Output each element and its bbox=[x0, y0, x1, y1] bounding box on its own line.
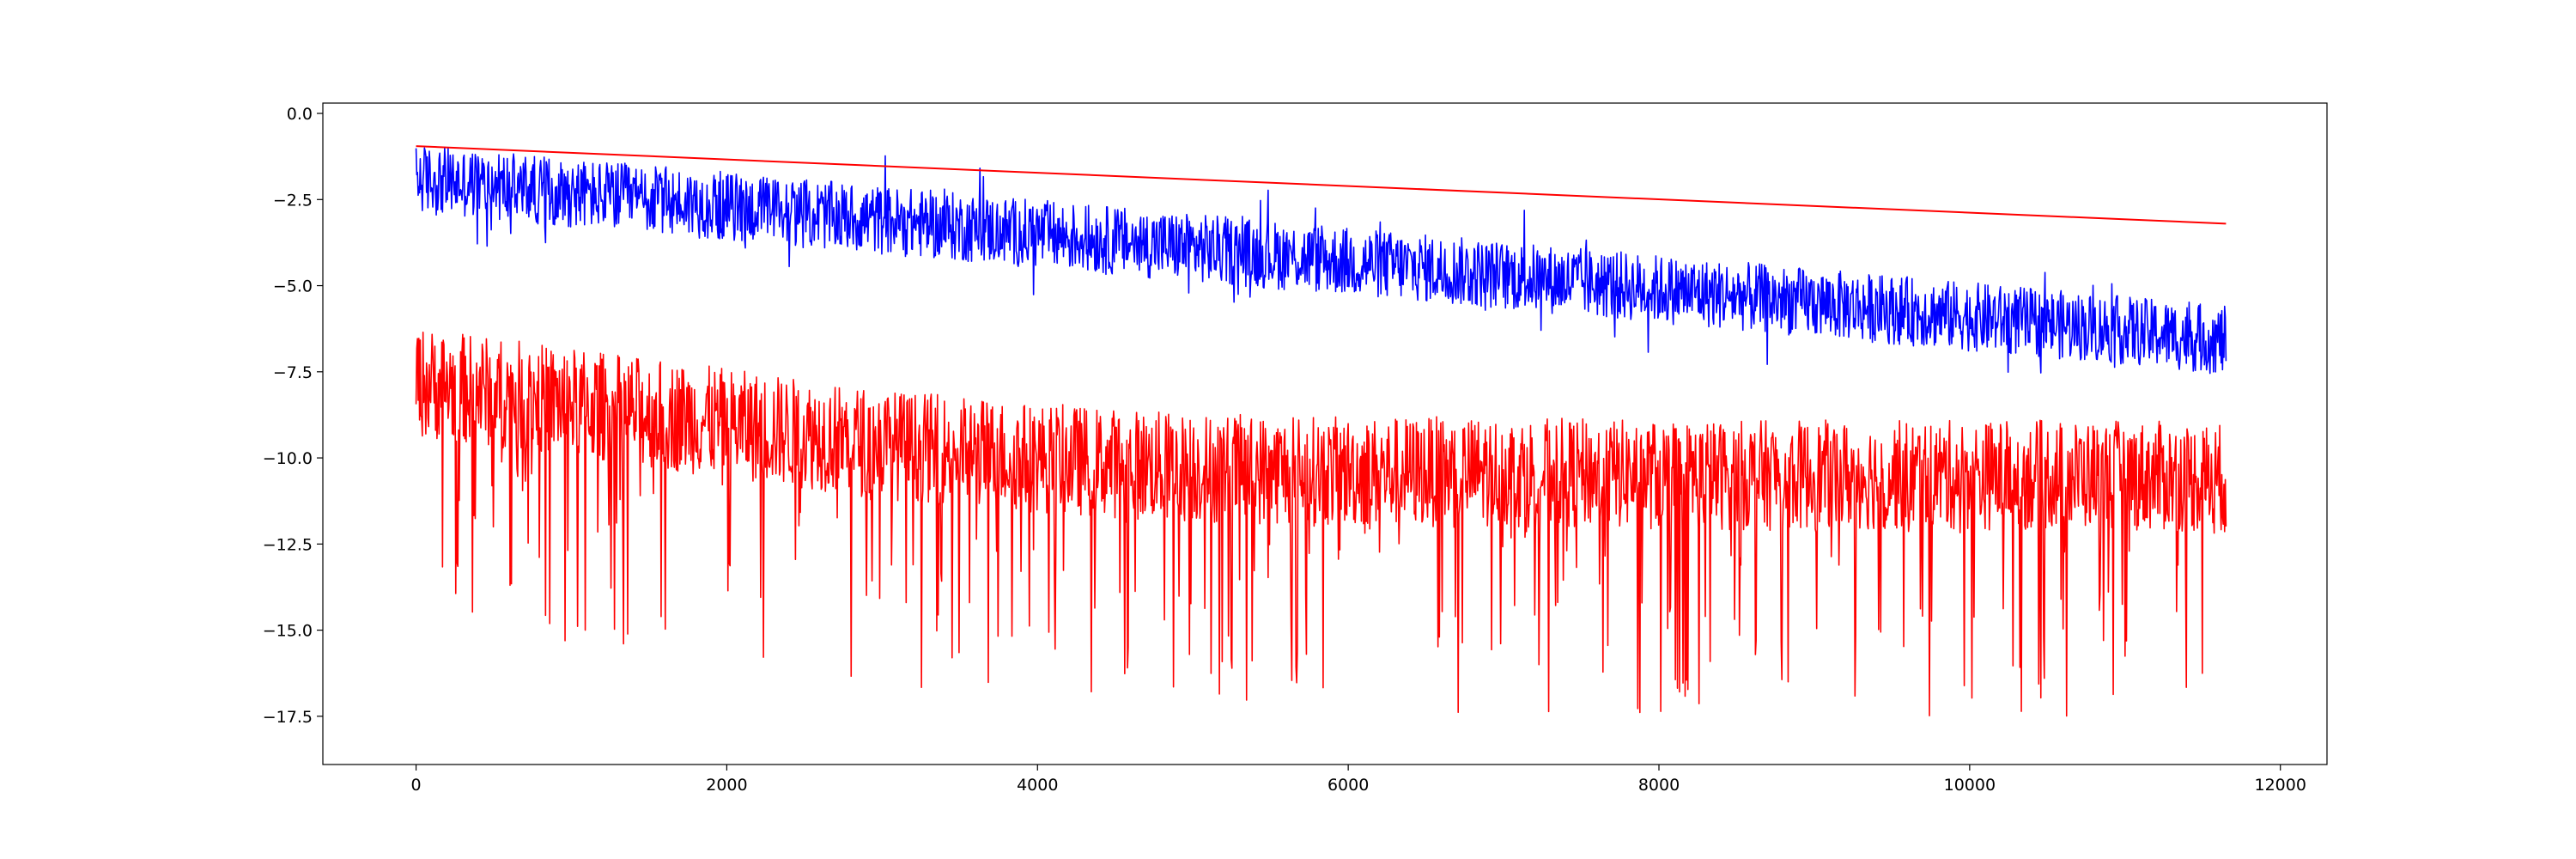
y-tick-label: −12.5 bbox=[263, 535, 313, 554]
x-axis: 0 2000 4000 6000 8000 10000 12000 bbox=[411, 765, 2306, 795]
y-tick-label: −2.5 bbox=[273, 191, 313, 210]
series-layer bbox=[415, 145, 2227, 717]
x-tick-label: 8000 bbox=[1638, 776, 1680, 795]
series-line-2 bbox=[415, 332, 2227, 717]
x-tick-label: 12000 bbox=[2254, 776, 2306, 795]
series-line-0 bbox=[415, 147, 2227, 375]
y-tick-label: −17.5 bbox=[263, 708, 313, 727]
y-tick-label: 0.0 bbox=[287, 105, 313, 124]
y-axis: 0.0 −2.5 −5.0 −7.5 −10.0 −12.5 −15.0 −17.5 bbox=[263, 105, 323, 727]
x-tick-label: 6000 bbox=[1327, 776, 1369, 795]
x-tick-label: 4000 bbox=[1017, 776, 1058, 795]
y-tick-label: −15.0 bbox=[263, 622, 313, 641]
x-tick-label: 0 bbox=[411, 776, 422, 795]
y-tick-label: −7.5 bbox=[273, 363, 313, 382]
y-tick-label: −5.0 bbox=[273, 277, 313, 296]
series-line-1 bbox=[416, 145, 2227, 225]
y-tick-label: −10.0 bbox=[263, 449, 313, 468]
x-tick-label: 2000 bbox=[706, 776, 747, 795]
plot-area-frame bbox=[322, 102, 2328, 765]
x-tick-label: 10000 bbox=[1944, 776, 1996, 795]
